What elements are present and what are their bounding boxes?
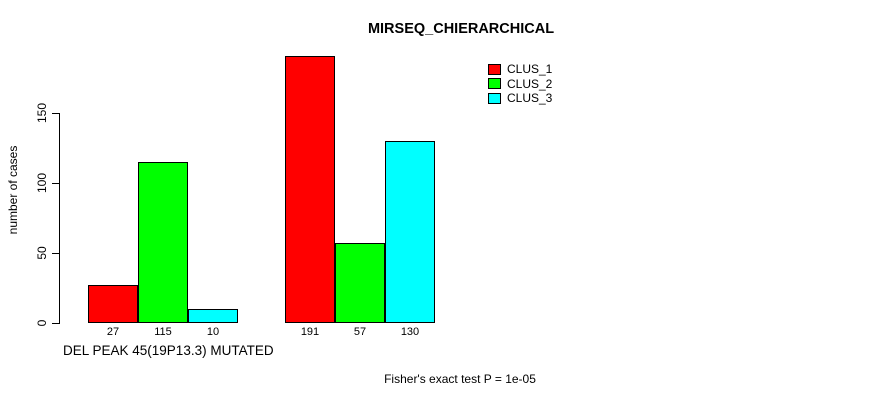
legend-swatch [488, 92, 501, 104]
y-tick-label: 100 [35, 172, 49, 194]
legend-row: CLUS_3 [488, 91, 552, 106]
y-tick-label: 0 [35, 319, 49, 327]
y-tick-label: 150 [35, 102, 49, 124]
legend-label: CLUS_2 [507, 76, 553, 91]
legend: CLUS_1 CLUS_2 CLUS_3 [488, 62, 552, 106]
y-tick [52, 323, 59, 324]
y-tick [52, 183, 59, 184]
legend-swatch [488, 78, 501, 90]
bar-value-label: 10 [206, 326, 220, 338]
legend-label: CLUS_1 [507, 62, 553, 77]
bar-value-label: 57 [353, 326, 367, 338]
bar-value-label: 115 [154, 326, 172, 338]
bar-value-label: 27 [106, 326, 120, 338]
legend-label: CLUS_3 [507, 91, 553, 106]
x-axis-label: DEL PEAK 45(19P13.3) MUTATED [63, 343, 274, 358]
bar-value-label: 191 [300, 326, 320, 338]
y-tick-label: 50 [35, 246, 49, 260]
legend-swatch [488, 63, 501, 75]
y-axis-line [59, 113, 60, 324]
legend-row: CLUS_2 [488, 77, 552, 92]
bar [138, 162, 188, 323]
legend-row: CLUS_1 [488, 62, 552, 77]
bar [335, 243, 385, 323]
bar [188, 309, 238, 323]
y-tick [52, 253, 59, 254]
fisher-test-annotation: Fisher's exact test P = 1e-05 [384, 372, 536, 386]
y-tick [52, 113, 59, 114]
bar-value-label: 130 [400, 326, 420, 338]
bar [385, 141, 435, 323]
chart-title: MIRSEQ_CHIERARCHICAL [367, 21, 555, 37]
y-axis-label: number of cases [6, 145, 20, 235]
bar [285, 56, 335, 323]
bar [88, 285, 138, 323]
